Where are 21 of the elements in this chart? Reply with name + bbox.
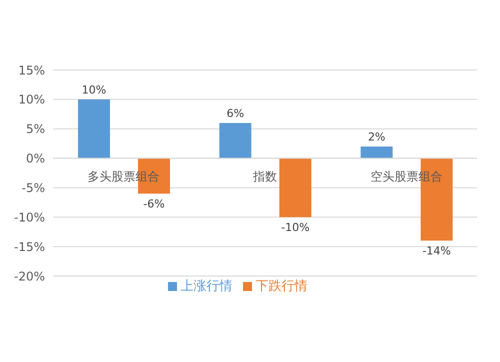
bar	[279, 158, 312, 218]
data-label: -14%	[422, 244, 451, 258]
x-tick-label: 指数	[252, 170, 277, 184]
legend-label: 上涨行情	[180, 279, 232, 294]
bar	[219, 122, 252, 158]
y-tick-label: -5%	[22, 180, 45, 195]
y-tick-label: 5%	[26, 122, 45, 136]
data-label: -6%	[143, 198, 165, 211]
bar	[78, 99, 110, 158]
y-tick-label: 10%	[18, 92, 45, 107]
data-label: -10%	[281, 221, 310, 234]
y-tick-label: 0%	[26, 152, 45, 166]
bar	[360, 146, 393, 158]
y-tick-label: -20%	[14, 269, 45, 284]
data-label: 2%	[368, 130, 386, 144]
y-tick-label: 15%	[18, 63, 45, 78]
y-tick-label: -10%	[14, 210, 45, 224]
data-label: 6%	[226, 106, 244, 120]
data-label: 10%	[82, 83, 106, 96]
y-tick-label: -15%	[14, 240, 45, 254]
legend-label: 下跌行情	[256, 279, 308, 294]
